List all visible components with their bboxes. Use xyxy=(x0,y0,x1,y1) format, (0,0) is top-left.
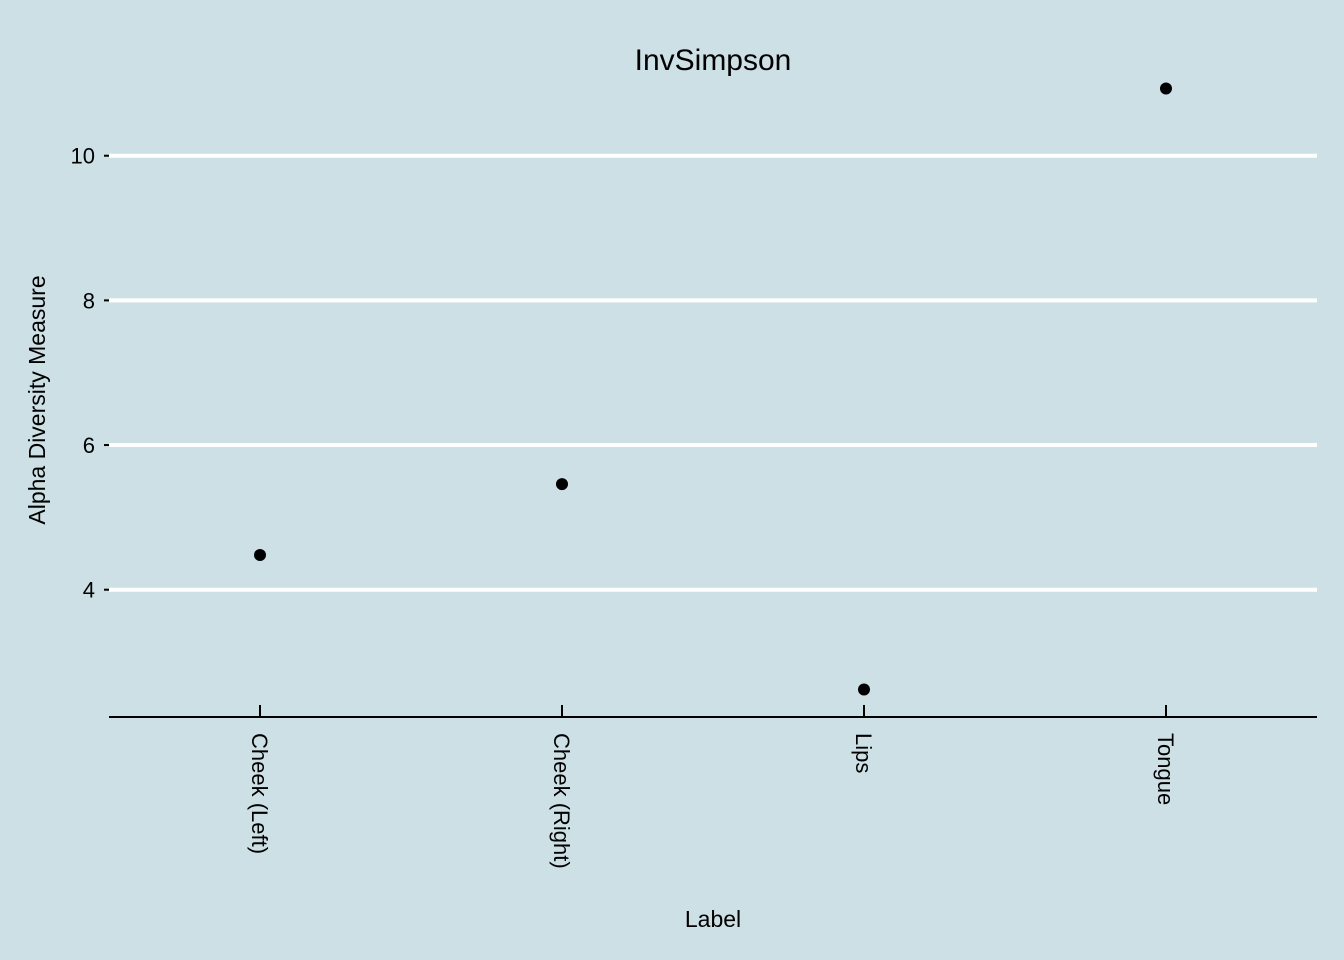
data-points xyxy=(254,82,1172,696)
data-point xyxy=(1160,82,1172,95)
data-point xyxy=(858,683,870,696)
y-axis-ticks: 4 6 8 10 xyxy=(71,144,109,603)
y-axis-title: Alpha Diversity Measure xyxy=(24,275,50,524)
chart-title: InvSimpson xyxy=(635,44,792,77)
data-point xyxy=(254,548,266,561)
data-point xyxy=(556,478,568,491)
y-tick-label: 4 xyxy=(83,578,95,603)
x-axis-ticks: Cheek (Left) Cheek (Right) Lips Tongue xyxy=(247,705,1178,869)
x-tick-label: Lips xyxy=(851,733,876,773)
x-tick-label: Cheek (Left) xyxy=(247,733,272,854)
x-tick-label: Cheek (Right) xyxy=(549,733,574,869)
y-tick-label: 8 xyxy=(83,288,95,313)
y-tick-label: 10 xyxy=(71,144,95,169)
y-tick-label: 6 xyxy=(83,433,95,458)
x-axis-title: Label xyxy=(685,906,741,932)
gridlines xyxy=(109,153,1317,592)
x-tick-label: Tongue xyxy=(1153,733,1178,805)
